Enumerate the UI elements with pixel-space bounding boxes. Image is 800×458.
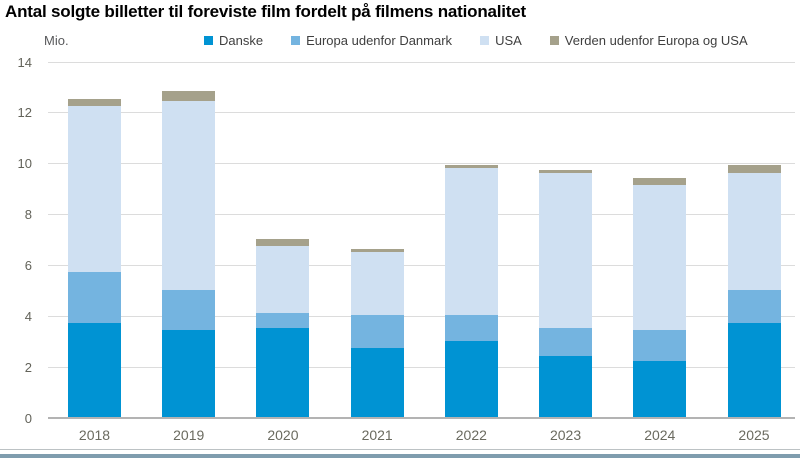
bar-2024 bbox=[633, 177, 687, 417]
bar-segment-2025-danske[interactable] bbox=[727, 322, 781, 417]
bar-segment-2023-europa-udenfor-danmark[interactable] bbox=[539, 327, 593, 356]
bar-segment-2020-danske[interactable] bbox=[256, 327, 310, 417]
bar-segment-2024-danske[interactable] bbox=[633, 361, 687, 417]
gridline-10 bbox=[48, 163, 795, 165]
bar-segment-2020-usa[interactable] bbox=[256, 246, 310, 313]
y-tick-label-14: 14 bbox=[17, 54, 32, 70]
bar-segment-2023-danske[interactable] bbox=[539, 355, 593, 417]
bar-segment-2022-verden-udenfor-europa-og-usa[interactable] bbox=[444, 164, 498, 168]
bar-2018 bbox=[68, 98, 121, 417]
bar-segment-2018-danske[interactable] bbox=[68, 322, 121, 417]
bar-segment-2018-verden-udenfor-europa-og-usa[interactable] bbox=[68, 98, 121, 107]
gridline-6 bbox=[48, 265, 795, 267]
x-tick-label-2020: 2020 bbox=[267, 427, 299, 443]
bar-2023 bbox=[539, 170, 593, 417]
legend-item-europa-udenfor-danmark[interactable]: Europa udenfor Danmark bbox=[291, 33, 452, 48]
y-tick-label-2: 2 bbox=[24, 360, 32, 376]
bar-segment-2022-europa-udenfor-danmark[interactable] bbox=[444, 315, 498, 341]
legend-item-usa[interactable]: USA bbox=[480, 33, 522, 48]
legend-item-danske[interactable]: Danske bbox=[204, 33, 263, 48]
bar-segment-2019-europa-udenfor-danmark[interactable] bbox=[162, 289, 216, 331]
bar-2021 bbox=[350, 249, 404, 417]
bar-segment-2022-danske[interactable] bbox=[444, 340, 498, 417]
bar-segment-2021-verden-udenfor-europa-og-usa[interactable] bbox=[350, 249, 404, 252]
x-tick-label-2021: 2021 bbox=[361, 427, 393, 443]
gridline-2 bbox=[48, 367, 795, 369]
bar-segment-2020-europa-udenfor-danmark[interactable] bbox=[256, 312, 310, 328]
y-tick-label-6: 6 bbox=[24, 258, 32, 274]
bar-segment-2024-usa[interactable] bbox=[633, 185, 687, 331]
bar-segment-2019-danske[interactable] bbox=[162, 330, 216, 417]
bar-segment-2018-usa[interactable] bbox=[68, 106, 121, 272]
bar-segment-2023-usa[interactable] bbox=[539, 172, 593, 328]
y-tick-label-8: 8 bbox=[24, 207, 32, 223]
legend-label: USA bbox=[495, 32, 522, 48]
legend-label: Europa udenfor Danmark bbox=[306, 32, 453, 48]
bar-segment-2021-europa-udenfor-danmark[interactable] bbox=[350, 315, 404, 349]
legend-label: Danske bbox=[219, 32, 264, 48]
plot-area: 0 2 4 6 8 10 12 14 bbox=[17, 54, 795, 426]
y-tick-label-4: 4 bbox=[24, 309, 32, 325]
bar-segment-2025-europa-udenfor-danmark[interactable] bbox=[727, 289, 781, 323]
x-tick-label-2022: 2022 bbox=[455, 427, 487, 443]
x-tick-label-2023: 2023 bbox=[549, 427, 582, 443]
bar-segment-2023-verden-udenfor-europa-og-usa[interactable] bbox=[539, 170, 593, 173]
legend-swatch-icon bbox=[291, 35, 301, 45]
chart-title: Antal solgte billetter til foreviste fil… bbox=[5, 2, 526, 21]
bar-segment-2018-europa-udenfor-danmark[interactable] bbox=[68, 271, 121, 323]
bar-segment-2024-europa-udenfor-danmark[interactable] bbox=[633, 330, 687, 361]
bar-segment-2019-verden-udenfor-europa-og-usa[interactable] bbox=[162, 91, 216, 102]
gridline-14 bbox=[48, 61, 795, 63]
legend-swatch-icon bbox=[549, 35, 559, 45]
bar-segment-2021-usa[interactable] bbox=[350, 251, 404, 316]
legend-item-verden-udenfor-europa-og-usa[interactable]: Verden udenfor Europa og USA bbox=[549, 32, 748, 48]
y-tick-label-10: 10 bbox=[17, 156, 32, 172]
bar-segment-2025-usa[interactable] bbox=[727, 172, 781, 290]
bar-2025 bbox=[727, 164, 781, 417]
bar-segment-2021-danske[interactable] bbox=[350, 348, 404, 417]
x-tick-label-2019: 2019 bbox=[173, 427, 205, 443]
y-axis-unit-label: Mio. bbox=[44, 33, 69, 48]
legend-label: Verden udenfor Europa og USA bbox=[564, 32, 748, 48]
bar-2020 bbox=[256, 238, 310, 417]
footer-bar bbox=[0, 454, 800, 458]
x-tick-label-2025: 2025 bbox=[738, 427, 770, 443]
footer-divider bbox=[0, 449, 800, 450]
gridline-8 bbox=[48, 214, 795, 216]
x-tick-label-2024: 2024 bbox=[644, 427, 676, 443]
x-tick-label-2018: 2018 bbox=[78, 427, 111, 443]
gridline-12 bbox=[48, 112, 795, 114]
bar-segment-2024-verden-udenfor-europa-og-usa[interactable] bbox=[633, 177, 687, 186]
legend-swatch-icon bbox=[204, 35, 213, 45]
gridline-4 bbox=[48, 316, 795, 318]
y-tick-label-0: 0 bbox=[24, 411, 32, 426]
bar-segment-2022-usa[interactable] bbox=[444, 167, 498, 316]
y-tick-label-12: 12 bbox=[17, 105, 32, 121]
bar-2022 bbox=[444, 164, 498, 417]
x-axis-line bbox=[48, 417, 795, 419]
legend: Danske Europa udenfor Danmark USA Verden ud… bbox=[204, 31, 748, 49]
legend-swatch-icon bbox=[480, 35, 490, 45]
bar-segment-2020-verden-udenfor-europa-og-usa[interactable] bbox=[256, 238, 310, 247]
bar-2019 bbox=[162, 91, 216, 417]
bar-segment-2019-usa[interactable] bbox=[162, 101, 216, 290]
bar-segment-2025-verden-udenfor-europa-og-usa[interactable] bbox=[727, 164, 781, 173]
